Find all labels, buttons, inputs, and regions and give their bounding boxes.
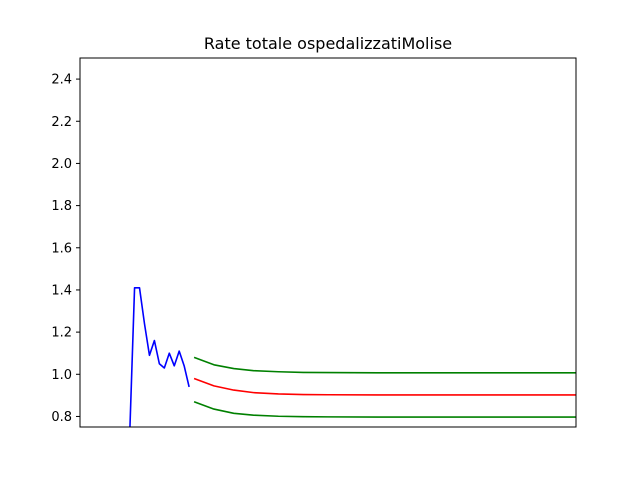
- y-tick-label: 2.0: [51, 157, 72, 172]
- series-group: [129, 287, 576, 427]
- y-tick-label: 1.0: [51, 368, 72, 383]
- y-tick-label: 1.4: [51, 283, 72, 298]
- y-tick-label: 2.2: [51, 115, 72, 130]
- series-line-1: [129, 287, 190, 427]
- y-tick-label: 2.4: [51, 73, 72, 88]
- plot-frame: [79, 57, 577, 428]
- y-tick-label: 0.8: [51, 410, 72, 425]
- y-tick-label: 1.2: [51, 326, 72, 341]
- y-tick-label: 1.8: [51, 199, 72, 214]
- series-line-2: [193, 377, 576, 396]
- series-line-4: [193, 400, 576, 418]
- series-line-3: [193, 356, 576, 374]
- y-axis: 0.8 1.0 1.2 1.4 1.6 1.8 2.0 2.2 2.4: [51, 73, 80, 425]
- chart-title: Rate totale ospedalizzatiMolise: [204, 34, 452, 53]
- y-tick-label: 1.6: [51, 241, 72, 256]
